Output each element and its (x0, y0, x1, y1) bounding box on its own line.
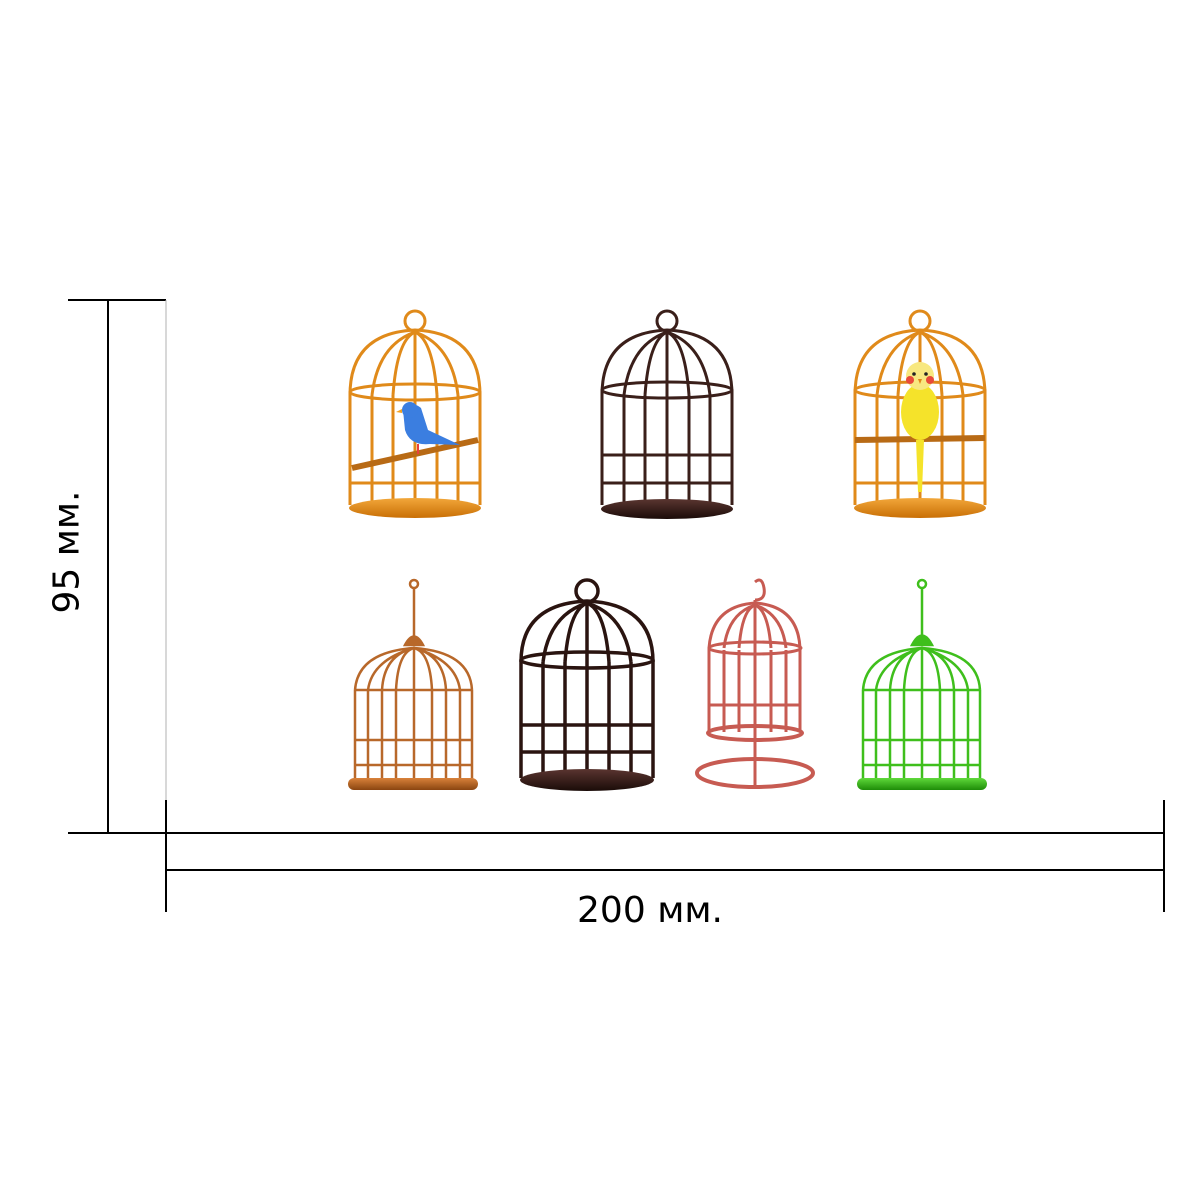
height-dimension-label: 95 мм. (46, 490, 88, 614)
cage-orange-blue-bird (348, 309, 482, 518)
cage-red-stand (695, 578, 815, 789)
blue-bird-icon (396, 402, 460, 454)
cage-green-hanging (857, 578, 987, 790)
dimension-lines (68, 299, 1165, 912)
cage-black-dome (519, 578, 655, 791)
yellow-bird-icon (901, 362, 939, 492)
cage-orange-yellow-bird (853, 309, 987, 518)
cage-copper-hanging (348, 578, 478, 790)
cage-dark-empty (600, 309, 734, 519)
width-dimension-label: 200 мм. (577, 890, 723, 931)
